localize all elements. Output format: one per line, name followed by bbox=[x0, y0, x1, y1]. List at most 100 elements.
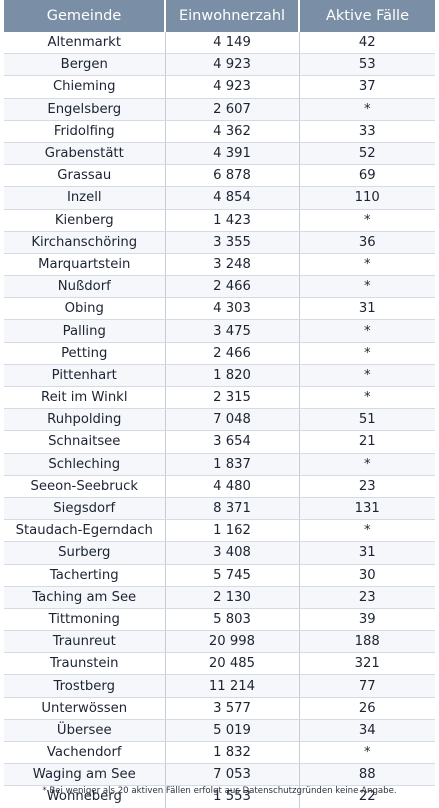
cell-gemeinde: Grabenstätt bbox=[4, 142, 166, 166]
cell-gemeinde: Staudach-Egerndach bbox=[4, 519, 166, 543]
table-row: Surberg 3 408 31 bbox=[4, 541, 435, 565]
cell-aktive-faelle: 131 bbox=[299, 497, 435, 521]
cell-einwohnerzahl: 1 832 bbox=[165, 741, 300, 765]
cell-einwohnerzahl: 4 854 bbox=[165, 186, 300, 210]
cell-aktive-faelle: 34 bbox=[299, 719, 435, 743]
cell-aktive-faelle: 321 bbox=[299, 652, 435, 676]
cell-aktive-faelle: * bbox=[299, 275, 435, 299]
table-row: Taching am See 2 130 23 bbox=[4, 586, 435, 609]
table-row: Obing 4 303 31 bbox=[4, 297, 435, 321]
table-row: Chieming 4 923 37 bbox=[4, 75, 435, 99]
table-row: Traunreut 20 998 188 bbox=[4, 630, 435, 654]
cell-einwohnerzahl: 3 248 bbox=[165, 253, 300, 277]
table-row: Schnaitsee 3 654 21 bbox=[4, 430, 435, 454]
cell-aktive-faelle: * bbox=[299, 453, 435, 476]
cell-gemeinde: Vachendorf bbox=[4, 741, 166, 765]
table-row: Bergen 4 923 53 bbox=[4, 53, 435, 77]
table-row: Petting 2 466 * bbox=[4, 342, 435, 365]
cell-einwohnerzahl: 3 408 bbox=[165, 541, 300, 565]
cell-gemeinde: Chieming bbox=[4, 75, 166, 99]
cell-gemeinde: Reit im Winkl bbox=[4, 386, 166, 410]
table-row: Seeon-Seebruck 4 480 23 bbox=[4, 475, 435, 498]
cell-einwohnerzahl: 2 466 bbox=[165, 342, 300, 365]
footnote: * Bei weniger als 20 aktiven Fällen erfo… bbox=[42, 786, 397, 796]
cell-gemeinde: Inzell bbox=[4, 186, 166, 210]
table-body: Altenmarkt 4 149 42 Bergen 4 923 53 Chieming 4 … bbox=[4, 32, 435, 808]
cell-gemeinde: Seeon-Seebruck bbox=[4, 475, 166, 498]
cell-einwohnerzahl: 1 837 bbox=[165, 453, 300, 476]
cell-einwohnerzahl: 3 577 bbox=[165, 697, 300, 720]
cell-gemeinde: Surberg bbox=[4, 541, 166, 565]
cell-aktive-faelle: 52 bbox=[299, 142, 435, 166]
cell-aktive-faelle: 33 bbox=[299, 120, 435, 143]
table-row: Grabenstätt 4 391 52 bbox=[4, 142, 435, 166]
cell-aktive-faelle: 23 bbox=[299, 475, 435, 498]
cell-aktive-faelle: 23 bbox=[299, 586, 435, 609]
cell-gemeinde: Schleching bbox=[4, 453, 166, 476]
header-aktive-faelle: Aktive Fälle bbox=[299, 0, 435, 32]
cell-aktive-faelle: 53 bbox=[299, 53, 435, 77]
cell-einwohnerzahl: 8 371 bbox=[165, 497, 300, 521]
cell-gemeinde: Grassau bbox=[4, 164, 166, 188]
cell-aktive-faelle: 188 bbox=[299, 630, 435, 654]
cell-gemeinde: Schnaitsee bbox=[4, 430, 166, 454]
cell-gemeinde: Engelsberg bbox=[4, 98, 166, 121]
cell-aktive-faelle: * bbox=[299, 519, 435, 543]
table-row: Schleching 1 837 * bbox=[4, 453, 435, 476]
cell-einwohnerzahl: 5 803 bbox=[165, 608, 300, 632]
cell-gemeinde: Taching am See bbox=[4, 586, 166, 609]
cell-einwohnerzahl: 7 053 bbox=[165, 763, 300, 787]
cell-gemeinde: Kienberg bbox=[4, 209, 166, 232]
cell-aktive-faelle: * bbox=[299, 741, 435, 765]
cell-aktive-faelle: 36 bbox=[299, 231, 435, 254]
cell-einwohnerzahl: 3 475 bbox=[165, 319, 300, 343]
cell-aktive-faelle: 37 bbox=[299, 75, 435, 99]
cell-gemeinde: Petting bbox=[4, 342, 166, 365]
table-row: Nußdorf 2 466 * bbox=[4, 275, 435, 299]
cell-einwohnerzahl: 4 149 bbox=[165, 32, 300, 55]
cell-einwohnerzahl: 4 362 bbox=[165, 120, 300, 143]
table-row: Trostberg 11 214 77 bbox=[4, 674, 435, 698]
table-row: Altenmarkt 4 149 42 bbox=[4, 32, 435, 55]
cell-aktive-faelle: * bbox=[299, 386, 435, 410]
cell-einwohnerzahl: 2 130 bbox=[165, 586, 300, 609]
cell-gemeinde: Übersee bbox=[4, 719, 166, 743]
header-einwohnerzahl: Einwohnerzahl bbox=[165, 0, 300, 32]
table-row: Unterwössen 3 577 26 bbox=[4, 697, 435, 720]
table-row: Palling 3 475 * bbox=[4, 319, 435, 343]
cell-gemeinde: Marquartstein bbox=[4, 253, 166, 277]
cell-gemeinde: Waging am See bbox=[4, 763, 166, 787]
cell-aktive-faelle: 42 bbox=[299, 32, 435, 55]
cases-table: Gemeinde Einwohnerzahl Aktive Fälle Alte… bbox=[4, 0, 435, 808]
cell-gemeinde: Altenmarkt bbox=[4, 32, 166, 55]
cell-aktive-faelle: * bbox=[299, 364, 435, 388]
cell-einwohnerzahl: 1 423 bbox=[165, 209, 300, 232]
cell-aktive-faelle: 51 bbox=[299, 408, 435, 432]
table-row: Staudach-Egerndach 1 162 * bbox=[4, 519, 435, 543]
table-row: Reit im Winkl 2 315 * bbox=[4, 386, 435, 410]
cell-einwohnerzahl: 2 607 bbox=[165, 98, 300, 121]
cell-einwohnerzahl: 1 820 bbox=[165, 364, 300, 388]
cell-einwohnerzahl: 11 214 bbox=[165, 674, 300, 698]
header-gemeinde: Gemeinde bbox=[4, 0, 166, 32]
table-row: Grassau 6 878 69 bbox=[4, 164, 435, 188]
cell-aktive-faelle: 110 bbox=[299, 186, 435, 210]
cell-einwohnerzahl: 4 480 bbox=[165, 475, 300, 498]
cell-aktive-faelle: 88 bbox=[299, 763, 435, 787]
cell-gemeinde: Obing bbox=[4, 297, 166, 321]
cell-aktive-faelle: 31 bbox=[299, 297, 435, 321]
cell-gemeinde: Palling bbox=[4, 319, 166, 343]
cell-aktive-faelle: 69 bbox=[299, 164, 435, 188]
table-row: Tittmoning 5 803 39 bbox=[4, 608, 435, 632]
cell-einwohnerzahl: 4 923 bbox=[165, 53, 300, 77]
cell-gemeinde: Nußdorf bbox=[4, 275, 166, 299]
cell-aktive-faelle: 31 bbox=[299, 541, 435, 565]
table-row: Inzell 4 854 110 bbox=[4, 186, 435, 210]
table-row: Ruhpolding 7 048 51 bbox=[4, 408, 435, 432]
cell-gemeinde: Tacherting bbox=[4, 564, 166, 587]
table-row: Engelsberg 2 607 * bbox=[4, 98, 435, 121]
cell-aktive-faelle: * bbox=[299, 209, 435, 232]
cell-einwohnerzahl: 20 485 bbox=[165, 652, 300, 676]
cell-gemeinde: Traunstein bbox=[4, 652, 166, 676]
table-row: Marquartstein 3 248 * bbox=[4, 253, 435, 277]
